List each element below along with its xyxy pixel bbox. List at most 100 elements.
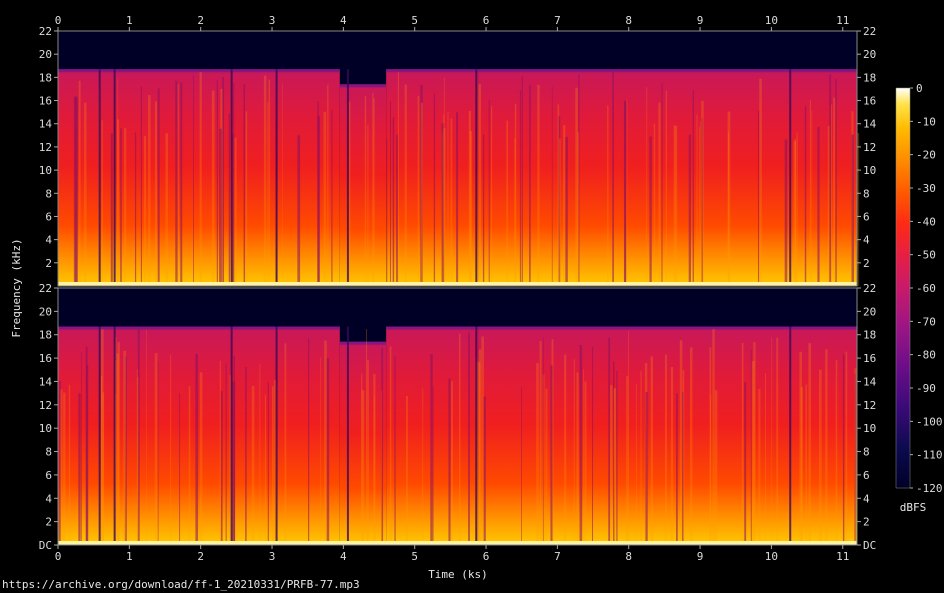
x-tick-label-bottom: 9 — [697, 550, 704, 563]
spectral-streak — [744, 382, 747, 545]
low-frequency-band — [58, 282, 857, 286]
spectral-streak — [284, 343, 287, 545]
spectral-streak — [661, 82, 663, 287]
y-tick-label-right: 12 — [863, 141, 876, 154]
spectral-streak — [710, 395, 712, 545]
spectral-streak — [477, 361, 481, 545]
spectral-streak — [576, 372, 579, 545]
spectral-streak — [542, 374, 545, 545]
spectral-streak — [690, 347, 693, 545]
spectral-streak — [110, 133, 113, 286]
spectral-streak — [326, 358, 330, 545]
spectral-streak — [170, 354, 172, 545]
y-tick-label-left: 10 — [39, 422, 52, 435]
spectral-streak — [68, 384, 71, 545]
spectral-streak — [404, 84, 407, 286]
spectral-streak — [199, 372, 203, 545]
spectral-streak — [536, 362, 539, 545]
spectral-streak — [115, 337, 117, 545]
y-tick-label-left: 4 — [45, 234, 52, 247]
spectral-streak — [367, 124, 369, 286]
cutoff-fringe — [386, 326, 479, 330]
spectral-streak — [157, 88, 160, 286]
x-tick-label-bottom: 2 — [197, 550, 204, 563]
x-tick-label-top: 10 — [765, 14, 778, 27]
y-tick-label-left: 22 — [39, 25, 52, 38]
spectral-streak — [117, 77, 119, 286]
low-frequency-band — [58, 541, 857, 545]
spectral-streak — [514, 103, 517, 286]
y-tick-label-left: 12 — [39, 141, 52, 154]
spectral-streak — [575, 87, 578, 286]
y-tick-label-left: 6 — [45, 469, 52, 482]
spectral-streak — [626, 99, 628, 286]
x-axis-label: Time (ks) — [428, 568, 488, 581]
x-tick-label-bottom: 11 — [836, 550, 849, 563]
silence-gap — [275, 326, 278, 545]
spectral-streak — [539, 341, 542, 545]
y-tick-label-right: 4 — [863, 234, 870, 247]
spectral-streak — [365, 328, 368, 545]
colorbar-tick-label: -20 — [916, 149, 936, 162]
spectral-streak — [308, 338, 310, 545]
x-tick-label-bottom: 8 — [625, 550, 632, 563]
spectral-streak — [653, 123, 656, 286]
spectral-streak — [441, 123, 445, 287]
spectral-streak — [83, 102, 87, 286]
y-tick-label-right: 8 — [863, 187, 870, 200]
spectral-streak — [696, 114, 698, 286]
x-tick-label-bottom: 3 — [269, 550, 276, 563]
spectral-streak — [583, 369, 584, 545]
spectral-streak — [551, 86, 553, 286]
spectral-streak — [267, 102, 269, 286]
silence-gap — [113, 69, 116, 286]
spectral-streak — [317, 116, 321, 287]
spectral-streak — [577, 131, 579, 286]
spectral-energy-band — [339, 84, 387, 287]
plot-frame — [57, 287, 858, 546]
spectral-streak — [758, 388, 761, 545]
spectral-streak — [193, 74, 194, 287]
spectral-streak — [478, 84, 481, 286]
spectral-streak — [557, 104, 560, 286]
colorbar-tick-label: -90 — [916, 382, 936, 395]
x-tick-label-top: 8 — [625, 14, 632, 27]
spectral-streak — [804, 106, 807, 286]
spectral-streak — [324, 340, 327, 545]
spectral-streak — [676, 393, 678, 545]
silence-gap — [230, 326, 233, 545]
y-tick-label-left: 12 — [39, 399, 52, 412]
y-tick-label-left: 8 — [45, 446, 52, 459]
x-tick-label-top: 0 — [55, 14, 62, 27]
spectral-streak — [100, 329, 104, 545]
spectral-streak — [234, 137, 237, 286]
spectral-streak — [420, 102, 423, 286]
spectral-streak — [146, 329, 147, 545]
spectral-streak — [649, 136, 652, 286]
spectral-streak — [682, 391, 684, 545]
y-tick-label-right: 20 — [863, 305, 876, 318]
x-tick-label-bottom: 7 — [554, 550, 561, 563]
colorbar-label: dBFS — [900, 501, 927, 514]
spectral-streak — [488, 99, 490, 287]
spectral-streak — [222, 77, 225, 287]
spectral-streak — [491, 106, 493, 287]
colorbar-tick-label: -70 — [916, 315, 936, 328]
y-tick-label-right: 16 — [863, 352, 876, 365]
colorbar-tick-label: -40 — [916, 215, 936, 228]
spectral-streak — [140, 86, 142, 286]
spectral-streak — [390, 101, 391, 286]
colorbar-gradient — [895, 87, 911, 489]
y-tick-label-left: DC — [39, 539, 52, 552]
x-tick-label-bottom: 6 — [483, 550, 490, 563]
spectral-streak — [771, 337, 773, 545]
spectral-streak — [793, 140, 797, 286]
spectral-streak — [584, 381, 587, 545]
y-tick-label-left: 6 — [45, 210, 52, 223]
spectral-streak — [757, 110, 760, 286]
spectral-streak — [636, 383, 637, 545]
spectral-streak — [451, 381, 453, 545]
spectral-streak — [613, 361, 615, 545]
y-tick-label-right: 6 — [863, 469, 870, 482]
x-tick-label-top: 1 — [126, 14, 133, 27]
